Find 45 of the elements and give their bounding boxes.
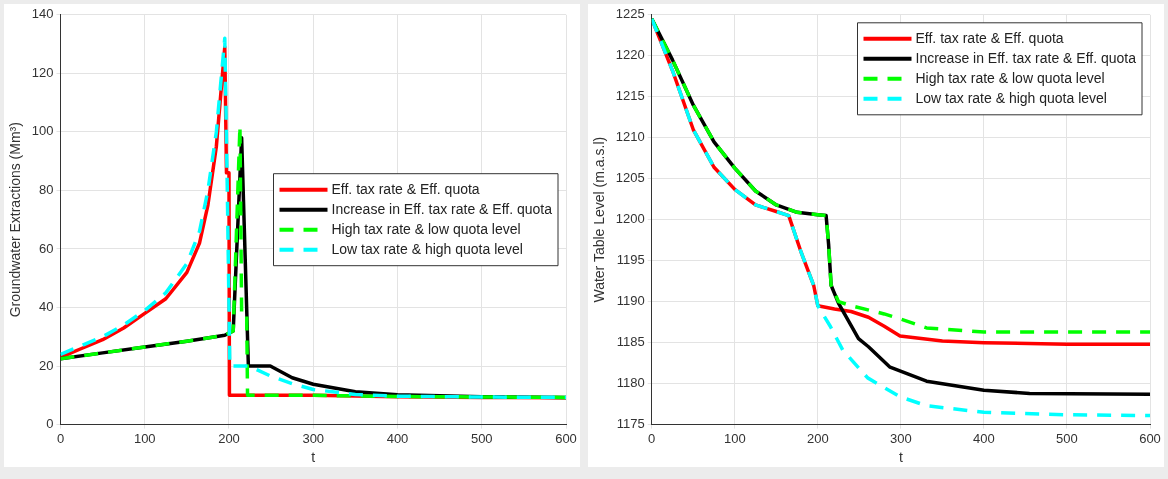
legend-label: Increase in Eff. tax rate & Eff. quota bbox=[915, 49, 1137, 66]
x-tick-label: 500 bbox=[470, 430, 493, 446]
y-tick-label: 1220 bbox=[615, 47, 645, 63]
y-tick-label: 20 bbox=[39, 357, 54, 373]
x-tick-label: 0 bbox=[56, 430, 65, 446]
y-tick-label: 1180 bbox=[616, 375, 645, 391]
x-tick-label: 400 bbox=[973, 430, 995, 446]
y-axis-title: Groundwater Extractions (Mm³) bbox=[7, 122, 24, 318]
x-tick-label: 300 bbox=[302, 430, 325, 446]
x-tick-label: 500 bbox=[1056, 430, 1078, 446]
y-axis-title: Water Table Level (m.a.s.l) bbox=[591, 136, 608, 303]
y-tick-label: 1225 bbox=[615, 6, 645, 22]
legend-label: Eff. tax rate & Eff. quota bbox=[331, 180, 480, 197]
y-tick-label: 60 bbox=[39, 240, 54, 256]
legend-label: Low tax rate & high quota level bbox=[331, 240, 523, 257]
x-tick-label: 200 bbox=[218, 430, 240, 446]
y-tick-label: 1175 bbox=[616, 416, 645, 432]
y-tick-label: 100 bbox=[31, 123, 54, 139]
x-tick-label: 0 bbox=[648, 430, 656, 446]
y-tick-label: 1190 bbox=[616, 293, 645, 309]
y-tick-label: 1200 bbox=[615, 211, 645, 227]
y-tick-label: 1195 bbox=[616, 252, 645, 268]
y-tick-label: 1210 bbox=[615, 129, 645, 145]
y-tick-label: 0 bbox=[46, 416, 54, 432]
y-tick-label: 1205 bbox=[615, 170, 645, 186]
legend-label: Increase in Eff. tax rate & Eff. quota bbox=[331, 200, 553, 217]
x-tick-label: 300 bbox=[890, 430, 912, 446]
x-tick-label: 400 bbox=[386, 430, 409, 446]
x-tick-label: 100 bbox=[133, 430, 156, 446]
x-tick-label: 600 bbox=[555, 430, 577, 446]
y-tick-label: 80 bbox=[39, 182, 54, 198]
x-axis-title: t bbox=[898, 449, 903, 466]
y-tick-label: 140 bbox=[31, 6, 54, 22]
y-tick-label: 120 bbox=[31, 64, 54, 80]
x-tick-label: 600 bbox=[1139, 430, 1161, 446]
legend-label: Low tax rate & high quota level bbox=[915, 89, 1107, 106]
x-axis-title: t bbox=[311, 449, 316, 466]
legend-label: High tax rate & low quota level bbox=[331, 220, 521, 237]
x-tick-label: 100 bbox=[723, 430, 746, 446]
y-tick-label: 1185 bbox=[616, 334, 645, 350]
y-tick-label: 1215 bbox=[615, 88, 645, 104]
y-tick-label: 40 bbox=[39, 299, 54, 315]
x-tick-label: 200 bbox=[806, 430, 829, 446]
legend-label: Eff. tax rate & Eff. quota bbox=[915, 29, 1064, 46]
legend-label: High tax rate & low quota level bbox=[915, 69, 1105, 86]
